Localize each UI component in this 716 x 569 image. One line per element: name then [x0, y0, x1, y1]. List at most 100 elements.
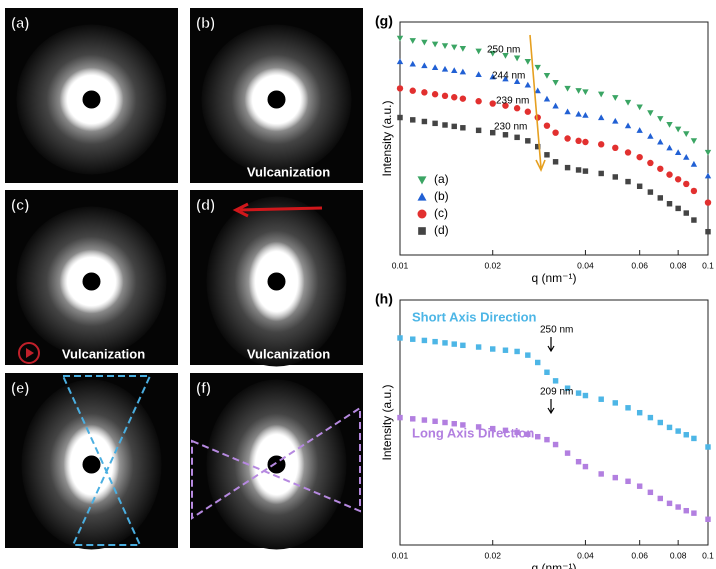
figure: (a)(b)Vulcanization(c)Vulcanization(d)Vu… [0, 0, 716, 569]
x-tick-label: 0.06 [631, 260, 648, 270]
data-point [503, 132, 508, 137]
data-point [442, 93, 448, 99]
legend-marker [418, 193, 427, 201]
data-point [544, 370, 549, 375]
data-point [675, 428, 680, 433]
data-point [535, 65, 541, 71]
scattering-panel: (d)Vulcanization [190, 190, 363, 367]
data-point [612, 145, 618, 151]
data-point [575, 138, 581, 144]
data-point [535, 360, 540, 365]
scattering-panel: (f) [190, 373, 363, 550]
scattering-panel: (a) [5, 8, 178, 183]
data-point [675, 127, 681, 133]
data-point [442, 340, 447, 345]
x-tick-label: 0.01 [392, 260, 409, 270]
data-point [691, 436, 696, 441]
data-point [475, 98, 481, 104]
x-tick-label: 0.1 [702, 550, 714, 560]
data-point [705, 517, 710, 522]
data-point [432, 64, 438, 70]
data-point [490, 100, 496, 106]
data-point [625, 122, 631, 128]
scattering-panel: (e) [5, 373, 178, 550]
data-point [666, 122, 672, 128]
data-point [691, 188, 697, 194]
legend-marker [418, 176, 427, 184]
data-point [410, 88, 416, 94]
data-point [460, 343, 465, 348]
beam-stop [83, 273, 101, 291]
data-point [657, 166, 663, 172]
data-point [648, 189, 653, 194]
data-point [553, 159, 558, 164]
data-point [421, 40, 427, 46]
data-point [683, 154, 689, 160]
data-point [397, 335, 402, 340]
data-point [613, 475, 618, 480]
data-point [576, 459, 581, 464]
data-point [684, 508, 689, 513]
y-axis-label: Intensity (a.u.) [380, 384, 394, 460]
data-point [598, 171, 603, 176]
data-point [598, 141, 604, 147]
data-point [552, 80, 558, 86]
data-point [576, 167, 581, 172]
data-point [410, 416, 415, 421]
data-point [564, 135, 570, 141]
data-point [598, 114, 604, 120]
panel-label: (e) [11, 380, 29, 397]
data-point [648, 415, 653, 420]
data-point [625, 149, 631, 155]
x-axis-label: q (nm⁻¹) [532, 271, 577, 285]
data-point [525, 352, 530, 357]
data-point [432, 419, 437, 424]
data-point [490, 346, 495, 351]
data-point [451, 94, 457, 100]
data-point [525, 82, 531, 88]
panel-caption: Vulcanization [247, 346, 330, 361]
legend-label: (d) [434, 223, 449, 237]
data-point [582, 139, 588, 145]
panel-label: (a) [11, 15, 29, 32]
data-point [648, 490, 653, 495]
data-point [552, 129, 558, 135]
data-point [666, 171, 672, 177]
y-axis-label: Intensity (a.u.) [380, 100, 394, 176]
data-point [397, 58, 403, 64]
legend-marker [418, 227, 426, 235]
data-point [422, 417, 427, 422]
legend-marker [418, 210, 427, 219]
data-point [625, 479, 630, 484]
data-point [684, 210, 689, 215]
data-point [544, 152, 549, 157]
data-point [565, 165, 570, 170]
data-point [397, 115, 402, 120]
data-point [514, 349, 519, 354]
data-point [705, 444, 710, 449]
data-point [582, 112, 588, 118]
legend-label: (c) [434, 206, 448, 220]
beam-stop [83, 456, 101, 474]
data-point [691, 217, 696, 222]
data-point [397, 85, 403, 91]
data-point [421, 62, 427, 68]
data-series [397, 85, 711, 206]
data-point [691, 138, 697, 144]
data-point [683, 181, 689, 187]
annotation: 250 nm [540, 325, 573, 336]
data-point [613, 400, 618, 405]
data-point [442, 420, 447, 425]
data-point [636, 104, 642, 110]
data-point [636, 127, 642, 133]
panel-label: (f) [196, 380, 211, 397]
beam-stop [268, 273, 286, 291]
data-point [503, 348, 508, 353]
x-tick-label: 0.08 [670, 260, 687, 270]
x-tick-label: 0.02 [484, 260, 501, 270]
data-point [432, 339, 437, 344]
beam-stop [83, 91, 101, 109]
data-point [675, 504, 680, 509]
data-point [647, 160, 653, 166]
